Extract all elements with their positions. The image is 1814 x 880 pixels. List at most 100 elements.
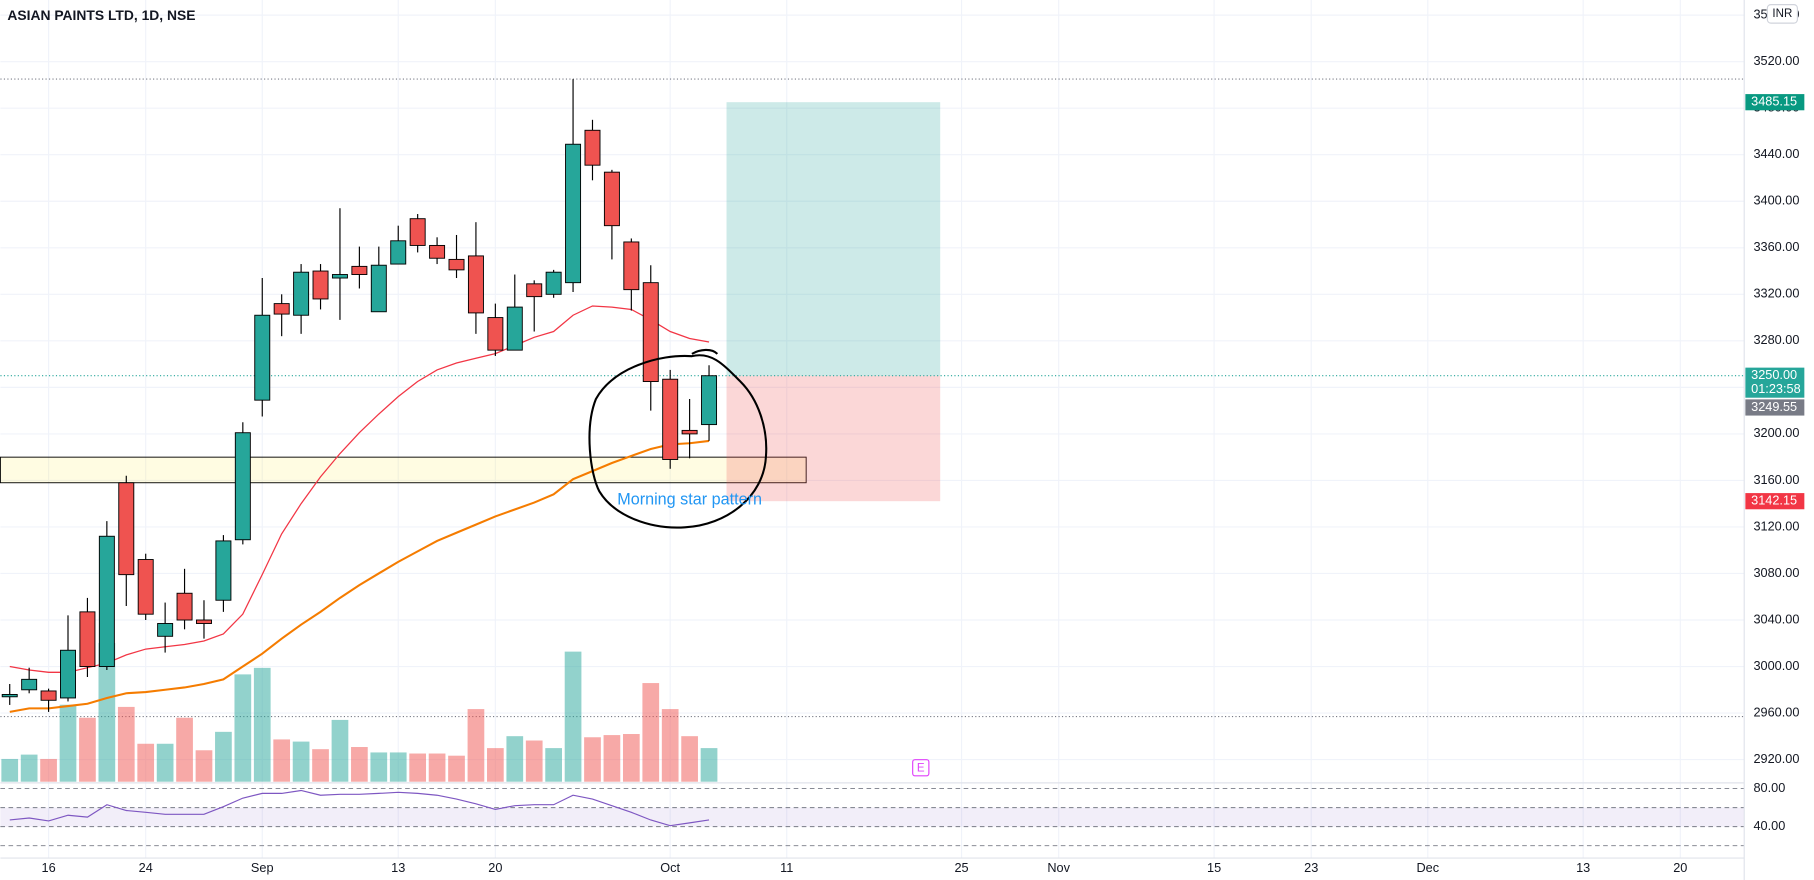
candle-body [254, 314, 271, 401]
candle-body [176, 592, 193, 621]
candle-body [79, 611, 96, 668]
y-tick-label: 3120.00 [1753, 518, 1799, 533]
overlays: Morning star pattern E [588, 348, 930, 777]
last-price-tag-box [1745, 399, 1805, 416]
currency-box[interactable] [1766, 4, 1798, 24]
volume-bar [448, 755, 465, 782]
rsi-tick-label: 80.00 [1753, 780, 1785, 795]
x-tick-label: 24 [139, 860, 153, 875]
candle-body [21, 678, 38, 691]
candle-body [118, 482, 135, 576]
candle-body [60, 649, 76, 699]
x-tick-label: 15 [1207, 860, 1221, 875]
x-tick-label: 16 [42, 860, 56, 875]
volume-bar [622, 734, 640, 782]
target-zone [726, 102, 941, 376]
y-tick-label: 3040.00 [1753, 611, 1799, 626]
y-tick-label: 2960.00 [1753, 704, 1799, 719]
moving-average [9, 305, 710, 673]
x-tick-label: 20 [488, 860, 502, 875]
volume-bar [681, 736, 698, 782]
candle-body [467, 255, 484, 314]
volume-bar [20, 754, 38, 782]
volume-bar [331, 719, 349, 782]
x-tick-label: 11 [780, 860, 793, 875]
volume-bar [487, 748, 504, 782]
x-tick-label: 20 [1673, 860, 1687, 875]
candle-body [370, 264, 387, 313]
candle-body [351, 265, 368, 275]
volume-bar [603, 735, 621, 782]
volume [1, 642, 718, 782]
rsi-band [0, 807, 1745, 827]
candle-body [312, 270, 329, 300]
x-tick-label: 25 [954, 860, 968, 875]
volume-bar [642, 683, 660, 782]
x-tick-label: Sep [251, 860, 274, 875]
x-tick-label: 23 [1304, 860, 1318, 875]
earnings-marker [912, 759, 930, 777]
volume-bar [584, 737, 601, 782]
stop-tag-box [1745, 493, 1805, 510]
annotation: Morning star pattern [617, 490, 762, 508]
candle-body [701, 375, 718, 426]
y-tick-label: 2920.00 [1753, 751, 1799, 766]
y-tick-label: 3280.00 [1753, 332, 1799, 347]
candle-body [545, 271, 562, 295]
candle-body [642, 282, 659, 383]
y-tick-label: 3360.00 [1753, 239, 1799, 254]
y-tick-label: 3200.00 [1753, 425, 1799, 440]
volume-bar [292, 741, 310, 782]
candle-body [584, 129, 601, 166]
x-tick-label: Nov [1047, 860, 1070, 875]
candle-body [390, 240, 407, 265]
volume-bar [253, 667, 271, 782]
candle-body [1, 693, 18, 698]
support-zone [0, 456, 807, 484]
candle-body [603, 171, 620, 227]
rsi-line [9, 789, 710, 827]
volume-bar [273, 739, 291, 782]
candle-body [196, 619, 212, 624]
volume-bar [545, 748, 562, 782]
volume-bar [176, 717, 193, 782]
volume-bar [59, 704, 77, 782]
candle-body [331, 274, 348, 279]
volume-bar [98, 642, 116, 782]
volume-bar [428, 753, 446, 782]
y-tick-label: 3400.00 [1753, 193, 1799, 208]
candle-body [623, 241, 640, 291]
candle-body [448, 258, 465, 271]
earnings-label: E [917, 762, 925, 774]
hand-drawn-circle [588, 348, 768, 529]
volume-bar [1, 758, 19, 782]
drawings [0, 78, 1745, 718]
candle-body [565, 143, 582, 284]
candle-body [215, 540, 232, 601]
y-tick-label: 3440.00 [1753, 146, 1799, 161]
volume-bar [137, 743, 155, 782]
x-tick-label: Oct [660, 860, 680, 875]
candle-body [293, 271, 310, 316]
x-tick-label: Dec [1416, 860, 1439, 875]
target-tag-box [1745, 94, 1805, 111]
volume-bar [117, 706, 135, 782]
candle-body [662, 378, 679, 460]
volume-bar [312, 749, 329, 782]
candle-body [234, 432, 251, 541]
last-price-tag: 3249.55 [1751, 399, 1797, 414]
price [1, 79, 718, 827]
axes: 2920.00 2960.00 3000.00 3040.00 3080.00 3120.… [42, 6, 1805, 875]
volume-bar [564, 651, 582, 782]
volume-bar [215, 731, 232, 782]
candle-body [157, 623, 174, 637]
volume-bar [467, 709, 485, 782]
volume-bar [389, 752, 407, 782]
y-tick-label: 3320.00 [1753, 286, 1799, 301]
volume-bar [370, 752, 388, 782]
candle-body [506, 306, 523, 351]
volume-bar [195, 750, 213, 782]
